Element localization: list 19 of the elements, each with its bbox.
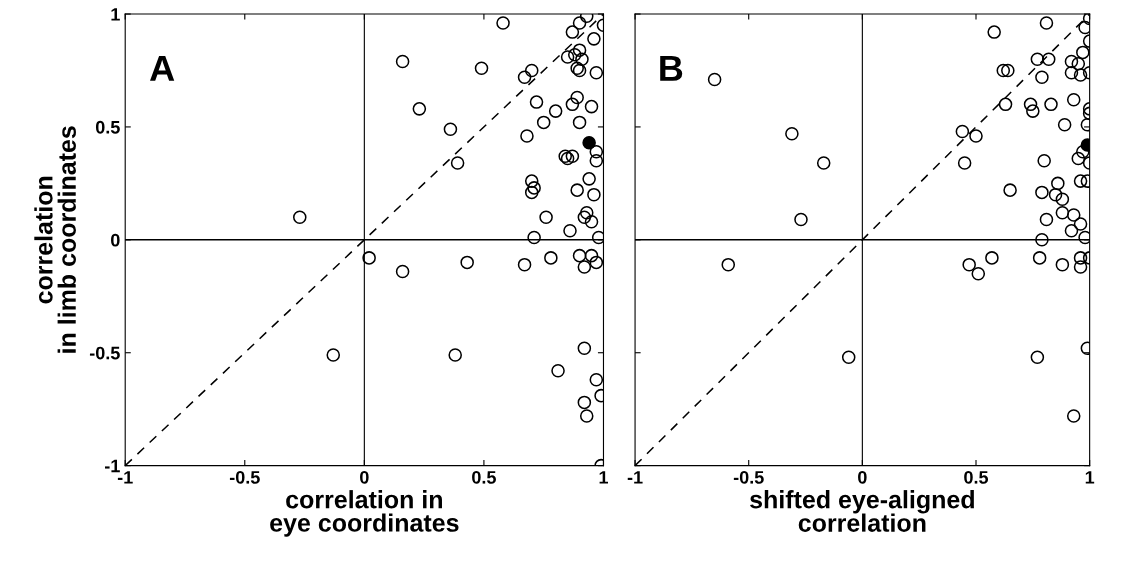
x-axis-title: shifted eye-aligned correlation — [750, 490, 974, 532]
annotation: B — [660, 56, 683, 81]
x-tick-label: 0.5 — [964, 470, 989, 484]
x-tick-label: 0.5 — [472, 470, 496, 484]
x-tick-label: 1 — [1085, 471, 1095, 484]
y-tick-label: -0.5 — [89, 346, 120, 360]
x-tick-label: 0 — [360, 470, 369, 484]
x-tick-label: -0.5 — [733, 470, 764, 484]
y-tick-label: 0 — [111, 233, 120, 247]
y-tick-label: 0.5 — [95, 120, 120, 134]
x-tick-label: 0 — [858, 470, 867, 484]
x-tick-label: -0.5 — [229, 470, 260, 484]
x-tick-label: 1 — [599, 471, 608, 484]
y-axis-title: correlation in limb coordinates — [34, 126, 76, 353]
y-tick-label: -1 — [105, 459, 120, 473]
annotation: A — [150, 56, 175, 81]
y-tick-label: 1 — [111, 8, 120, 21]
x-axis-title: correlation in eye coordinates — [270, 490, 459, 537]
x-tick-label: -1 — [627, 471, 643, 484]
